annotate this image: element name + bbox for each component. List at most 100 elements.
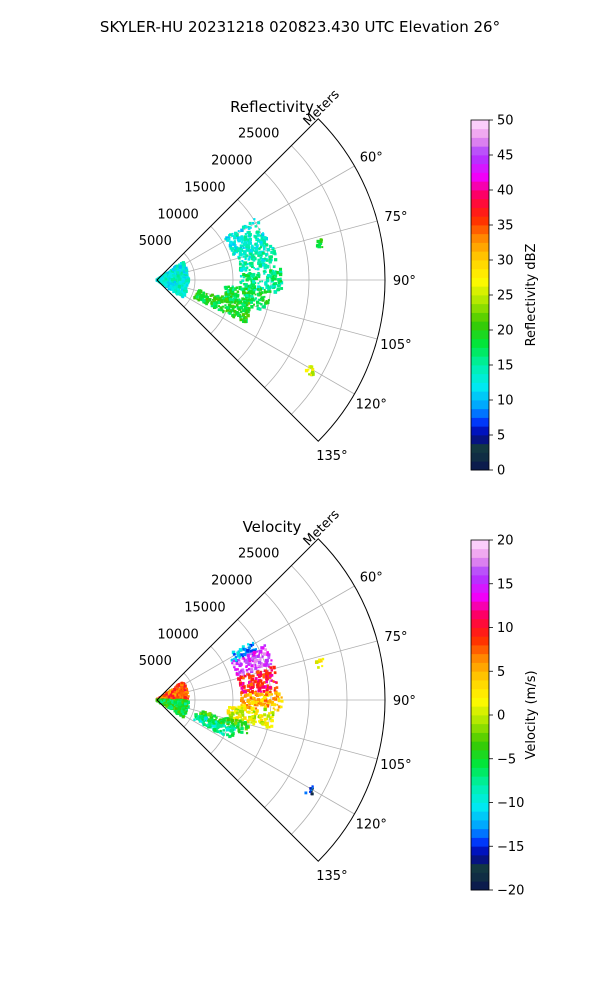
echo-gate bbox=[261, 263, 265, 267]
colorbar-swatch bbox=[471, 251, 489, 261]
echo-gate bbox=[167, 691, 172, 696]
echo-gate bbox=[232, 722, 235, 726]
echo-gate bbox=[259, 679, 263, 683]
echo-gate bbox=[177, 710, 181, 714]
echo-gate bbox=[181, 706, 186, 711]
echo-gate bbox=[264, 721, 268, 725]
echo-gate bbox=[210, 304, 214, 308]
colorbar-swatch bbox=[471, 295, 489, 305]
echo-gate bbox=[320, 660, 323, 663]
echo-gate bbox=[271, 715, 274, 719]
echo-gate bbox=[251, 641, 255, 645]
echo-gate bbox=[252, 273, 256, 277]
echo-gate bbox=[245, 287, 248, 291]
echo-region bbox=[226, 705, 275, 729]
echo-gate bbox=[269, 693, 271, 696]
echo-gate bbox=[243, 250, 247, 254]
colorbar-tick-label: 20 bbox=[497, 534, 514, 549]
echo-gate bbox=[224, 294, 228, 298]
echo-gate bbox=[245, 732, 249, 735]
echo-gate bbox=[268, 671, 272, 676]
echo-gate bbox=[200, 716, 205, 720]
echo-gate bbox=[184, 287, 188, 291]
echo-gate bbox=[271, 278, 275, 282]
colorbar-swatch bbox=[471, 697, 489, 707]
echo-gate bbox=[171, 690, 174, 693]
echo-gate bbox=[265, 278, 270, 283]
colorbar-swatch bbox=[471, 365, 489, 375]
echo-gate bbox=[239, 318, 243, 322]
echo-gate bbox=[173, 688, 177, 692]
echo-gate bbox=[278, 272, 283, 277]
echo-gate bbox=[257, 298, 260, 301]
echo-gate bbox=[185, 710, 188, 713]
echo-gate bbox=[273, 689, 276, 692]
echo-gate bbox=[254, 297, 258, 300]
echo-gate bbox=[276, 703, 279, 706]
azimuth-gridline-105 bbox=[156, 279, 378, 340]
echo-gate bbox=[268, 699, 272, 704]
echo-gate bbox=[260, 684, 263, 687]
echo-gate bbox=[242, 253, 245, 256]
echo-gate bbox=[267, 286, 270, 290]
echo-gate bbox=[238, 260, 241, 263]
echo-gate bbox=[164, 277, 168, 281]
echo-gate bbox=[252, 299, 256, 302]
echo-gate bbox=[279, 270, 283, 275]
colorbar-swatch bbox=[471, 688, 489, 698]
echo-gate bbox=[250, 278, 253, 281]
colorbar-tick-label: 15 bbox=[497, 359, 514, 374]
echo-gate bbox=[164, 279, 168, 283]
echo-gate bbox=[231, 658, 234, 662]
echo-gate bbox=[242, 242, 247, 247]
echo-gate bbox=[266, 700, 270, 704]
echo-gate bbox=[237, 300, 240, 303]
echo-gate bbox=[181, 284, 184, 287]
colorbar-tick-label: 50 bbox=[497, 114, 514, 129]
echo-gate bbox=[279, 279, 283, 283]
echo-gate bbox=[227, 300, 231, 304]
echo-gate bbox=[231, 719, 235, 723]
echo-gate bbox=[176, 282, 180, 286]
echo-gate bbox=[274, 671, 277, 675]
echo-gate bbox=[242, 261, 245, 264]
echo-gate bbox=[182, 708, 185, 711]
echo-gate bbox=[243, 647, 247, 652]
echo-gate bbox=[240, 228, 244, 233]
azimuth-gridline-105 bbox=[156, 699, 378, 760]
echo-gate bbox=[243, 252, 247, 256]
echo-gate bbox=[244, 291, 247, 295]
echo-gate bbox=[250, 257, 254, 261]
echo-gate bbox=[251, 651, 254, 654]
echo-gate bbox=[253, 659, 257, 664]
echo-gate bbox=[241, 279, 245, 282]
echo-gate bbox=[259, 665, 262, 668]
echo-gate bbox=[228, 705, 231, 709]
figure-title: SKYLER-HU 20231218 020823.430 UTC Elevat… bbox=[100, 18, 500, 36]
echo-gate bbox=[240, 722, 244, 726]
echo-gate bbox=[262, 647, 265, 650]
echo-gate bbox=[228, 288, 232, 292]
echo-gate bbox=[263, 303, 266, 306]
colorbar-swatch bbox=[471, 198, 489, 208]
echo-gate bbox=[172, 694, 177, 698]
echo-gate bbox=[180, 268, 183, 271]
echo-gate bbox=[265, 704, 270, 708]
echo-gate bbox=[242, 719, 245, 722]
echo-gate bbox=[248, 284, 253, 289]
echo-gate bbox=[270, 271, 275, 276]
echo-gate bbox=[162, 700, 166, 704]
echo-gate bbox=[163, 281, 166, 285]
echo-gate bbox=[262, 232, 264, 235]
echo-gate bbox=[238, 648, 242, 652]
echo-gate bbox=[280, 696, 283, 699]
echo-gate bbox=[249, 699, 252, 702]
echo-gate bbox=[200, 295, 204, 299]
colorbar-swatch bbox=[471, 260, 489, 270]
echo-gate bbox=[175, 285, 179, 288]
echo-gate bbox=[247, 307, 251, 312]
colorbar-swatch bbox=[471, 452, 489, 462]
echo-gate bbox=[167, 284, 170, 287]
echo-gate bbox=[199, 293, 202, 297]
echo-gate bbox=[242, 689, 245, 692]
